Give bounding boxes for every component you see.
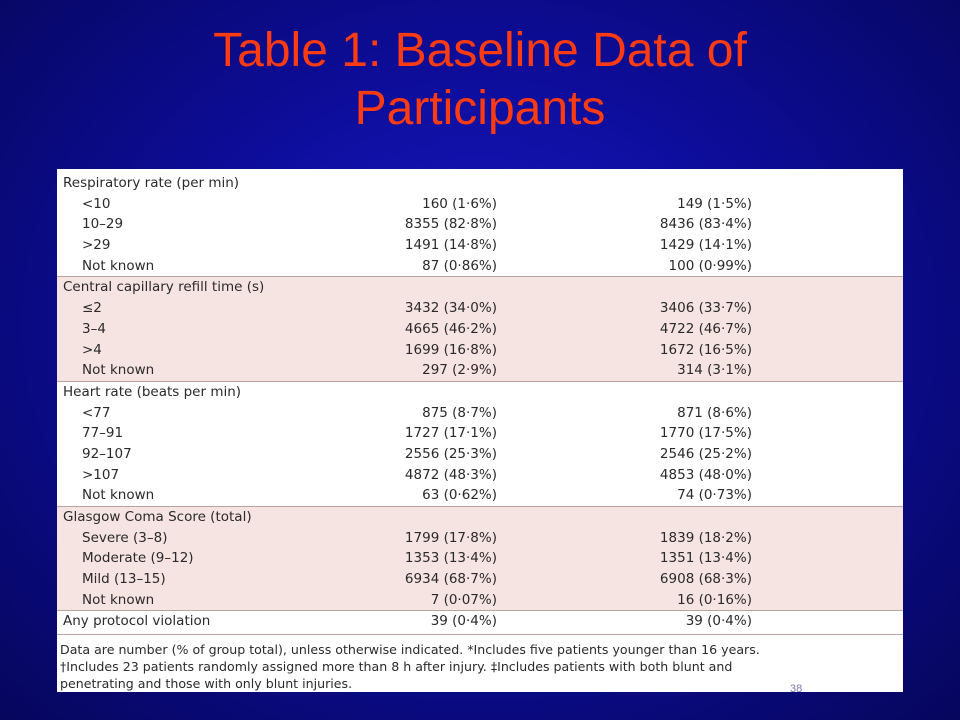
table-row: ≤2 3432 (34·0%) 3406 (33·7%) xyxy=(57,298,903,319)
slide-title-line-2: Participants xyxy=(354,82,606,135)
row-label: Not known xyxy=(82,362,155,379)
footnote-line: †Includes 23 patients randomly assigned … xyxy=(60,659,733,675)
group-2-value: 2546 (25·2%) xyxy=(659,445,752,462)
section-header-row: Central capillary refill time (s) xyxy=(57,277,903,298)
group-2-value: 1351 (13·4%) xyxy=(659,550,752,567)
table-section: Glasgow Coma Score (total) Severe (3–8) 17… xyxy=(57,506,903,611)
group-2-value: 1839 (18·2%) xyxy=(659,529,752,546)
row-label: 92–107 xyxy=(82,445,132,462)
row-label: Not known xyxy=(82,591,155,608)
section-header: Central capillary refill time (s) xyxy=(63,279,265,296)
slide-title: Table 1: Baseline Data of Participants xyxy=(0,22,960,138)
group-1-value: 63 (0·62%) xyxy=(422,487,497,504)
row-label: >29 xyxy=(82,237,111,254)
group-2-value: 16 (0·16%) xyxy=(677,591,752,608)
group-2-value: 39 (0·4%) xyxy=(685,613,752,630)
section-header-row: Heart rate (beats per min) xyxy=(57,382,903,403)
group-2-value: 4853 (48·0%) xyxy=(659,466,752,483)
group-2-value: 1770 (17·5%) xyxy=(659,425,752,442)
group-2-value: 4722 (46·7%) xyxy=(659,320,752,337)
table-row: Not known 297 (2·9%) 314 (3·1%) xyxy=(57,360,903,381)
row-label: 3–4 xyxy=(82,320,106,337)
table-row: Severe (3–8) 1799 (17·8%) 1839 (18·2%) xyxy=(57,528,903,549)
table-section: Central capillary refill time (s) ≤2 3432 … xyxy=(57,276,903,381)
group-2-value: 3406 (33·7%) xyxy=(659,300,752,317)
table-row: Mild (13–15) 6934 (68·7%) 6908 (68·3%) xyxy=(57,569,903,590)
group-1-value: 7 (0·07%) xyxy=(430,591,497,608)
group-2-value: 149 (1·5%) xyxy=(677,195,752,212)
table-row: Not known 7 (0·07%) 16 (0·16%) xyxy=(57,590,903,611)
table-row: Not known 63 (0·62%) 74 (0·73%) xyxy=(57,485,903,506)
group-1-value: 6934 (68·7%) xyxy=(404,571,497,588)
table-row: 10–29 8355 (82·8%) 8436 (83·4%) xyxy=(57,214,903,235)
table-row: <10 160 (1·6%) 149 (1·5%) xyxy=(57,194,903,215)
table-row: Moderate (9–12) 1353 (13·4%) 1351 (13·4%) xyxy=(57,548,903,569)
row-label: Mild (13–15) xyxy=(82,571,166,588)
row-label: 10–29 xyxy=(82,216,124,233)
row-label: Severe (3–8) xyxy=(82,529,168,546)
row-label: Moderate (9–12) xyxy=(82,550,194,567)
group-1-value: 1727 (17·1%) xyxy=(404,425,497,442)
row-label: 77–91 xyxy=(82,425,124,442)
table-row: >29 1491 (14·8%) 1429 (14·1%) xyxy=(57,235,903,256)
row-label: Any protocol violation xyxy=(63,613,211,630)
group-1-value: 1353 (13·4%) xyxy=(404,550,497,567)
group-1-value: 1799 (17·8%) xyxy=(404,529,497,546)
row-label: >107 xyxy=(82,466,120,483)
table-section: Any protocol violation 39 (0·4%) 39 (0·4%) xyxy=(57,610,903,632)
group-1-value: 87 (0·86%) xyxy=(422,257,497,274)
group-1-value: 4665 (46·2%) xyxy=(404,320,497,337)
table-section: Heart rate (beats per min) <77 875 (8·7%) 8… xyxy=(57,380,903,506)
group-1-value: 297 (2·9%) xyxy=(422,362,497,379)
group-1-value: 875 (8·7%) xyxy=(422,404,497,421)
row-label: Not known xyxy=(82,487,155,504)
table-row: Not known 87 (0·86%) 100 (0·99%) xyxy=(57,256,903,277)
row-label: <10 xyxy=(82,195,111,212)
row-label: Not known xyxy=(82,257,155,274)
group-1-value: 160 (1·6%) xyxy=(422,195,497,212)
table-footnotes: Data are number (% of group total), unle… xyxy=(57,634,903,692)
slide-title-line-1: Table 1: Baseline Data of xyxy=(213,24,747,77)
protocol-violation-row: Any protocol violation 39 (0·4%) 39 (0·4%) xyxy=(57,611,903,632)
section-header: Respiratory rate (per min) xyxy=(63,175,240,191)
group-2-value: 1429 (14·1%) xyxy=(659,237,752,254)
section-header: Heart rate (beats per min) xyxy=(63,383,242,400)
row-label: >4 xyxy=(82,341,102,358)
table-section: Respiratory rate (per min) <10 160 (1·6%) 1… xyxy=(57,173,903,276)
footnote-line: penetrating and those with only blunt in… xyxy=(60,676,353,692)
table-row: >4 1699 (16·8%) 1672 (16·5%) xyxy=(57,340,903,361)
section-header: Glasgow Coma Score (total) xyxy=(63,509,252,525)
table-row: 3–4 4665 (46·2%) 4722 (46·7%) xyxy=(57,319,903,340)
group-1-value: 39 (0·4%) xyxy=(430,613,497,630)
group-1-value: 1491 (14·8%) xyxy=(404,237,497,254)
group-2-value: 8436 (83·4%) xyxy=(659,216,752,233)
table-row: >107 4872 (48·3%) 4853 (48·0%) xyxy=(57,465,903,486)
section-header-row: Glasgow Coma Score (total) xyxy=(57,507,903,528)
row-label: ≤2 xyxy=(82,300,102,317)
group-2-value: 314 (3·1%) xyxy=(677,362,752,379)
table-row: <77 875 (8·7%) 871 (8·6%) xyxy=(57,403,903,424)
baseline-data-table: Respiratory rate (per min) <10 160 (1·6%) 1… xyxy=(57,169,903,692)
group-2-value: 6908 (68·3%) xyxy=(659,571,752,588)
table-row: 92–107 2556 (25·3%) 2546 (25·2%) xyxy=(57,444,903,465)
group-2-value: 100 (0·99%) xyxy=(668,257,752,274)
footnote-line: Data are number (% of group total), unle… xyxy=(60,642,760,658)
group-2-value: 871 (8·6%) xyxy=(677,404,752,421)
slide-page-number: 38 xyxy=(790,683,803,695)
row-label: <77 xyxy=(82,404,111,421)
group-2-value: 1672 (16·5%) xyxy=(659,341,752,358)
group-1-value: 4872 (48·3%) xyxy=(404,466,497,483)
table-row: 77–91 1727 (17·1%) 1770 (17·5%) xyxy=(57,423,903,444)
group-1-value: 1699 (16·8%) xyxy=(404,341,497,358)
group-1-value: 2556 (25·3%) xyxy=(404,445,497,462)
section-header-row: Respiratory rate (per min) xyxy=(57,173,903,194)
group-1-value: 3432 (34·0%) xyxy=(404,300,497,317)
group-1-value: 8355 (82·8%) xyxy=(404,216,497,233)
group-2-value: 74 (0·73%) xyxy=(677,487,752,504)
